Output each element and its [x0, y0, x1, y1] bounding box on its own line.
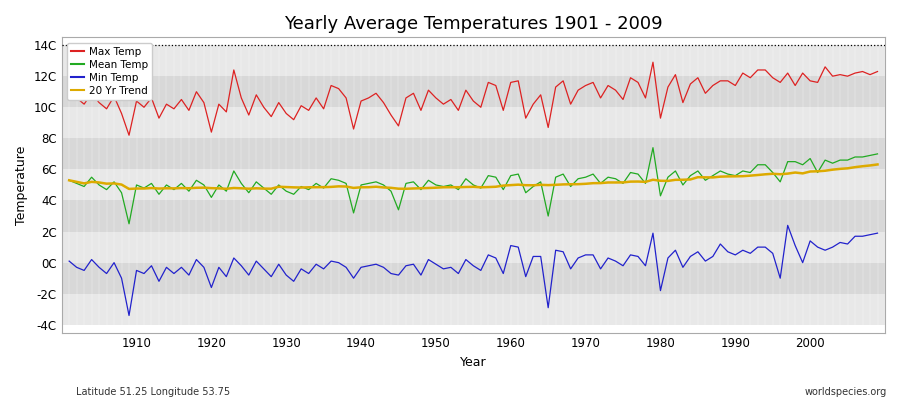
Bar — [62, 263, 885, 294]
Bar — [62, 45, 885, 76]
Y-axis label: Temperature: Temperature — [15, 145, 28, 225]
Bar — [62, 76, 885, 107]
Bar — [62, 170, 885, 200]
X-axis label: Year: Year — [460, 356, 487, 369]
Bar — [62, 107, 885, 138]
Bar — [62, 138, 885, 170]
Bar — [62, 294, 885, 325]
Bar — [62, 232, 885, 263]
Text: worldspecies.org: worldspecies.org — [805, 387, 886, 397]
Title: Yearly Average Temperatures 1901 - 2009: Yearly Average Temperatures 1901 - 2009 — [284, 15, 662, 33]
Bar — [62, 200, 885, 232]
Text: Latitude 51.25 Longitude 53.75: Latitude 51.25 Longitude 53.75 — [76, 387, 230, 397]
Legend: Max Temp, Mean Temp, Min Temp, 20 Yr Trend: Max Temp, Mean Temp, Min Temp, 20 Yr Tre… — [67, 42, 152, 100]
